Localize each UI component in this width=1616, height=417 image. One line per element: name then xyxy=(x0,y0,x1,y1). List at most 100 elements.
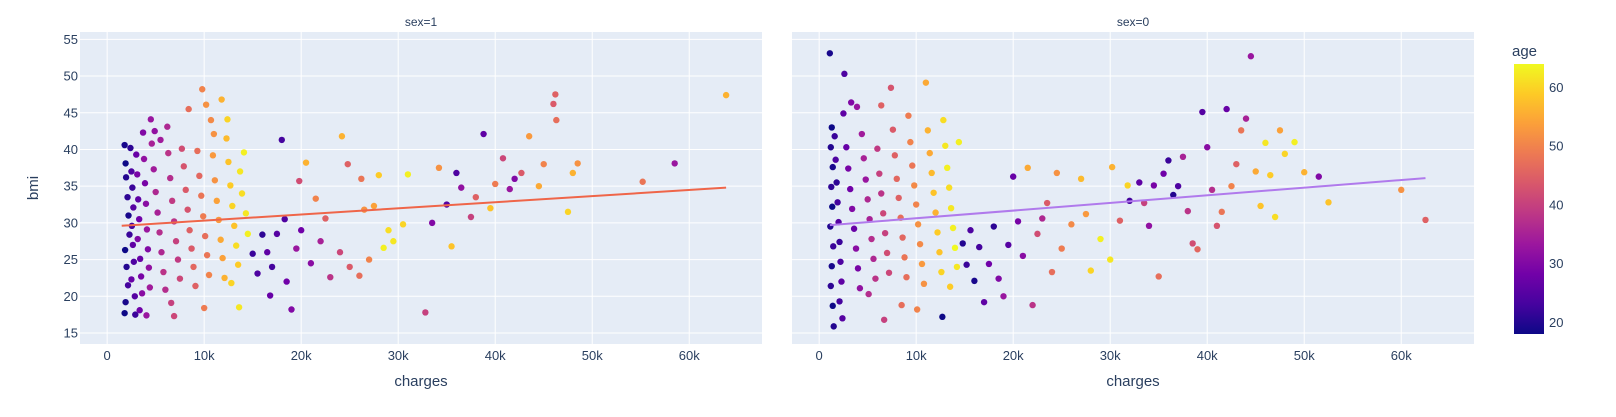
y-tick-label: 55 xyxy=(64,32,78,47)
scatter-point xyxy=(122,160,129,167)
scatter-point xyxy=(980,298,988,306)
x-axis-title: charges xyxy=(1106,373,1159,390)
scatter-point xyxy=(858,130,866,138)
scatter-point xyxy=(172,238,180,245)
scatter-point xyxy=(1058,245,1065,252)
scatter-point xyxy=(122,298,129,306)
scatter-point xyxy=(160,268,167,276)
scatter-point xyxy=(130,258,138,265)
scatter-point xyxy=(128,276,135,283)
scatter-point xyxy=(828,124,835,131)
scatter-point xyxy=(190,263,197,271)
colorbar-title: age xyxy=(1512,43,1537,60)
scatter-point xyxy=(839,315,846,322)
scatter-point xyxy=(158,249,165,256)
scatter-point xyxy=(1422,216,1429,224)
scatter-point xyxy=(827,282,835,290)
scatter-point xyxy=(136,255,144,263)
scatter-point xyxy=(1145,222,1153,230)
scatter-point xyxy=(135,216,143,223)
y-tick-label: 50 xyxy=(64,69,78,84)
scatter-point xyxy=(1170,191,1177,199)
scatter-point xyxy=(985,260,993,268)
scatter-point xyxy=(322,215,329,222)
scatter-point xyxy=(302,159,310,166)
scatter-point xyxy=(148,140,155,147)
scatter-point xyxy=(868,235,875,243)
scatter-point xyxy=(852,245,860,252)
scatter-point xyxy=(207,116,215,124)
scatter-point xyxy=(283,278,290,285)
scatter-point xyxy=(264,249,271,256)
scatter-point xyxy=(157,136,164,144)
scatter-point xyxy=(170,312,178,320)
scatter-point xyxy=(259,231,266,238)
scatter-point xyxy=(832,156,839,163)
scatter-point xyxy=(887,84,895,91)
scatter-point xyxy=(860,155,867,162)
scatter-point xyxy=(399,221,407,228)
scatter-point xyxy=(940,116,947,124)
scatter-point xyxy=(140,155,148,163)
scatter-point xyxy=(344,160,351,168)
scatter-point xyxy=(121,141,128,149)
scatter-point xyxy=(1271,213,1279,221)
scatter-point xyxy=(885,269,893,276)
scatter-point xyxy=(297,227,305,234)
scatter-point xyxy=(1315,173,1322,180)
scatter-point xyxy=(946,283,954,290)
scatter-point xyxy=(828,183,835,191)
scatter-point xyxy=(1029,301,1036,309)
scatter-point xyxy=(953,263,961,271)
scatter-point xyxy=(121,309,128,317)
scatter-point xyxy=(836,238,843,246)
scatter-point xyxy=(847,185,854,193)
scatter-point xyxy=(826,50,834,57)
scatter-point xyxy=(458,184,465,191)
scatter-point xyxy=(121,246,129,254)
scatter-point xyxy=(228,279,235,287)
scatter-point xyxy=(205,271,213,279)
scatter-point xyxy=(945,184,953,191)
x-tick-label: 0 xyxy=(816,348,823,363)
scatter-point xyxy=(1276,127,1284,134)
scatter-point xyxy=(336,249,344,256)
scatter-point xyxy=(1053,169,1061,177)
scatter-point xyxy=(942,142,949,149)
scatter-point xyxy=(553,116,560,124)
scatter-point xyxy=(134,171,141,178)
scatter-point xyxy=(912,201,920,208)
scatter-point xyxy=(162,286,169,293)
scatter-point xyxy=(152,188,159,196)
scatter-point xyxy=(550,100,557,108)
scatter-point xyxy=(883,249,891,257)
scatter-point xyxy=(127,144,134,152)
scatter-point xyxy=(947,204,955,212)
scatter-point xyxy=(903,273,910,281)
scatter-point xyxy=(907,138,914,146)
scatter-point xyxy=(914,221,922,228)
scatter-point xyxy=(254,270,261,277)
scatter-point xyxy=(448,243,455,250)
scatter-point xyxy=(1077,175,1085,183)
scatter-point xyxy=(124,193,131,201)
y-tick-label: 45 xyxy=(64,105,78,120)
scatter-point xyxy=(453,169,460,177)
y-axis-title: bmi xyxy=(25,176,42,200)
x-tick-label: 20k xyxy=(1003,348,1024,363)
trend-line xyxy=(829,177,1426,227)
scatter-point xyxy=(296,177,303,185)
scatter-point xyxy=(128,168,135,175)
colorbar-tick-label: 20 xyxy=(1549,315,1563,330)
scatter-point xyxy=(938,268,945,276)
scatter-point xyxy=(139,129,147,136)
scatter-point xyxy=(909,162,916,169)
scatter-point xyxy=(569,169,577,177)
y-tick-label: 30 xyxy=(64,215,78,230)
scatter-point xyxy=(872,275,879,282)
scatter-point xyxy=(124,282,132,289)
scatter-point xyxy=(145,264,153,271)
scatter-point xyxy=(1108,163,1116,171)
scatter-point xyxy=(951,244,959,252)
scatter-point xyxy=(1174,182,1182,190)
